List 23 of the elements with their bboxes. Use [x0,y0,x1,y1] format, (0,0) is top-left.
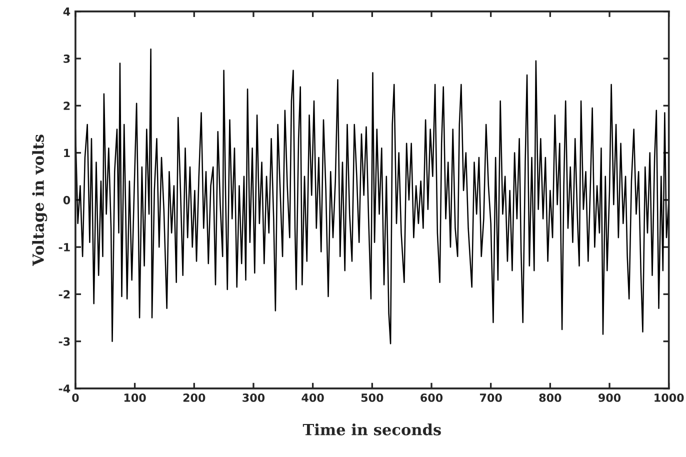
x-tick-label: 200 [183,394,206,402]
y-tick-label: 1 [64,148,70,158]
y-tick-label: 2 [64,102,70,110]
y-tick-label: -2 [58,290,70,298]
x-tick-label: 900 [598,394,621,402]
y-axis-title: Voltage in volts [32,134,48,266]
y-tick-label: -1 [58,243,70,252]
x-tick-label: 400 [302,394,324,402]
x-tick-label: 800 [539,394,562,402]
x-tick-label: 700 [480,394,502,402]
x-axis-title: Time in seconds [302,424,441,436]
y-tick-label: 3 [64,54,70,63]
x-tick-label: 300 [242,394,265,402]
y-tick-label: 0 [63,196,70,204]
y-tick-label: -4 [58,384,70,393]
line-series [75,48,669,344]
x-tick-label: 1000 [654,394,684,402]
x-tick-label: 500 [361,394,384,402]
x-tick-label: 100 [124,394,146,402]
y-tick-label: 4 [63,8,70,16]
y-tick-label: -3 [58,337,70,346]
x-tick-label: 600 [420,394,443,402]
x-tick-label: 0 [72,394,79,402]
